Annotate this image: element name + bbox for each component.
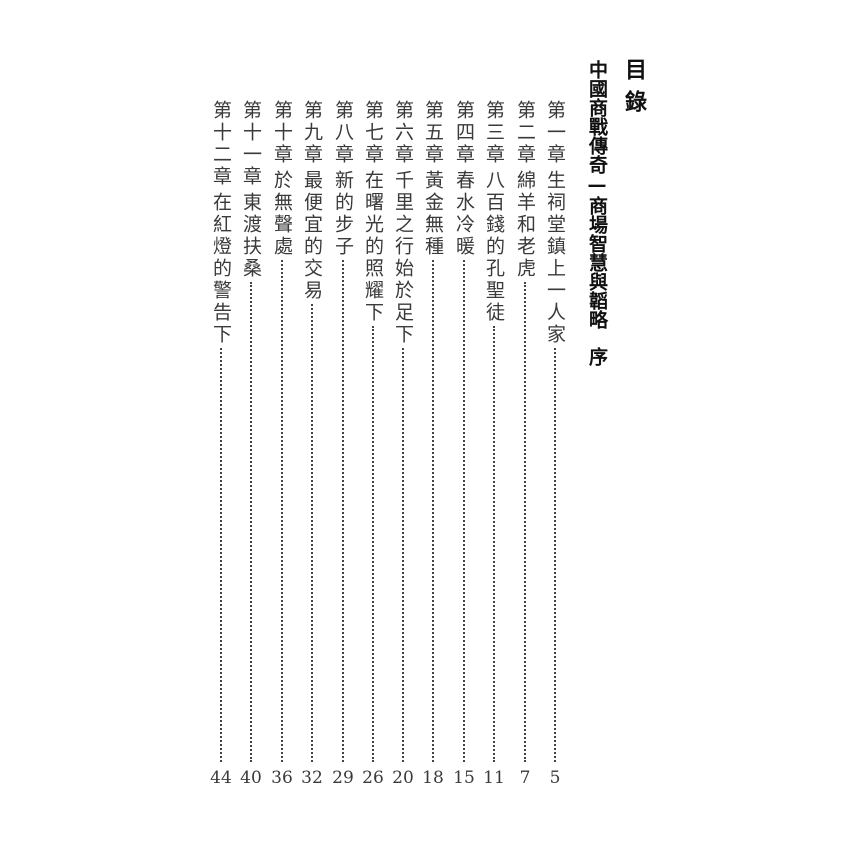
chapter-label: 第十二章: [210, 100, 232, 188]
dotted-leader: [402, 348, 404, 762]
page-number: 5: [549, 768, 561, 788]
chapter-label: 第十一章: [240, 100, 262, 188]
toc-entry[interactable]: 第一章 生祠堂鎮上一人家 5: [542, 100, 568, 790]
page-number: 26: [362, 768, 384, 788]
preface-entry[interactable]: 序: [586, 347, 608, 366]
toc-entry[interactable]: 第三章 八百錢的孔聖徒 11: [481, 100, 507, 790]
dotted-leader: [311, 304, 313, 762]
chapter-label: 第五章: [422, 100, 444, 166]
page-number: 18: [422, 768, 444, 788]
chapter-label: 第四章: [453, 100, 475, 166]
chapter-title: 最便宜的交易: [301, 170, 323, 302]
chapter-label: 第九章: [301, 100, 323, 166]
chapter-label: 第六章: [392, 100, 414, 166]
dotted-leader: [493, 326, 495, 762]
chapter-title: 八百錢的孔聖徒: [483, 170, 505, 324]
page-number: 40: [240, 768, 262, 788]
chapter-title: 黃金無種: [422, 170, 444, 258]
toc-entry[interactable]: 第七章 在曙光的照耀下 26: [360, 100, 386, 790]
chapter-title: 東渡扶桑: [240, 192, 262, 280]
chapter-title: 新的步子: [332, 170, 354, 258]
dotted-leader: [281, 260, 283, 762]
chapter-label: 第十章: [271, 100, 293, 166]
chapter-label: 第二章: [514, 100, 536, 166]
dotted-leader: [342, 260, 344, 762]
dotted-leader: [220, 348, 222, 762]
toc-entry[interactable]: 第四章 春水冷暖 15: [451, 100, 477, 790]
dotted-leader: [554, 348, 556, 762]
dotted-leader: [524, 282, 526, 762]
page-number: 36: [271, 768, 293, 788]
page-number: 20: [392, 768, 414, 788]
book-title-column: 中國商戰傳奇—商場智慧與韜略 序: [584, 60, 610, 366]
chapter-title: 綿羊和老虎: [514, 170, 536, 280]
chapter-title: 在曙光的照耀下: [362, 170, 384, 324]
chapter-title: 千里之行始於足下: [392, 170, 414, 346]
toc-entry[interactable]: 第十章 於無聲處 36: [269, 100, 295, 790]
toc-entry[interactable]: 第十一章 東渡扶桑 40: [238, 100, 264, 790]
dotted-leader: [250, 282, 252, 762]
page-number: 44: [210, 768, 232, 788]
chapter-title: 生祠堂鎮上一人家: [544, 170, 566, 346]
page-number: 29: [332, 768, 354, 788]
page-number: 7: [519, 768, 531, 788]
toc-entry[interactable]: 第六章 千里之行始於足下 20: [390, 100, 416, 790]
dotted-leader: [432, 260, 434, 762]
toc-entry[interactable]: 第五章 黃金無種 18: [420, 100, 446, 790]
chapter-title: 在紅燈的警告下: [210, 192, 232, 346]
toc-entry[interactable]: 第八章 新的步子 29: [330, 100, 356, 790]
dotted-leader: [372, 326, 374, 762]
chapter-label: 第八章: [332, 100, 354, 166]
chapter-title: 春水冷暖: [453, 170, 475, 258]
chapter-label: 第一章: [544, 100, 566, 166]
chapter-title: 於無聲處: [271, 170, 293, 258]
page-number: 11: [483, 768, 505, 788]
toc-entry[interactable]: 第二章 綿羊和老虎 7: [512, 100, 538, 790]
chapter-label: 第七章: [362, 100, 384, 166]
book-title: 中國商戰傳奇—商場智慧與韜略: [586, 60, 608, 329]
toc-entry[interactable]: 第十二章 在紅燈的警告下 44: [208, 100, 234, 790]
dotted-leader: [463, 260, 465, 762]
chapter-label: 第三章: [483, 100, 505, 166]
toc-heading: 目錄: [621, 58, 646, 122]
page-number: 32: [301, 768, 323, 788]
toc-entry[interactable]: 第九章 最便宜的交易 32: [299, 100, 325, 790]
page-number: 15: [453, 768, 475, 788]
